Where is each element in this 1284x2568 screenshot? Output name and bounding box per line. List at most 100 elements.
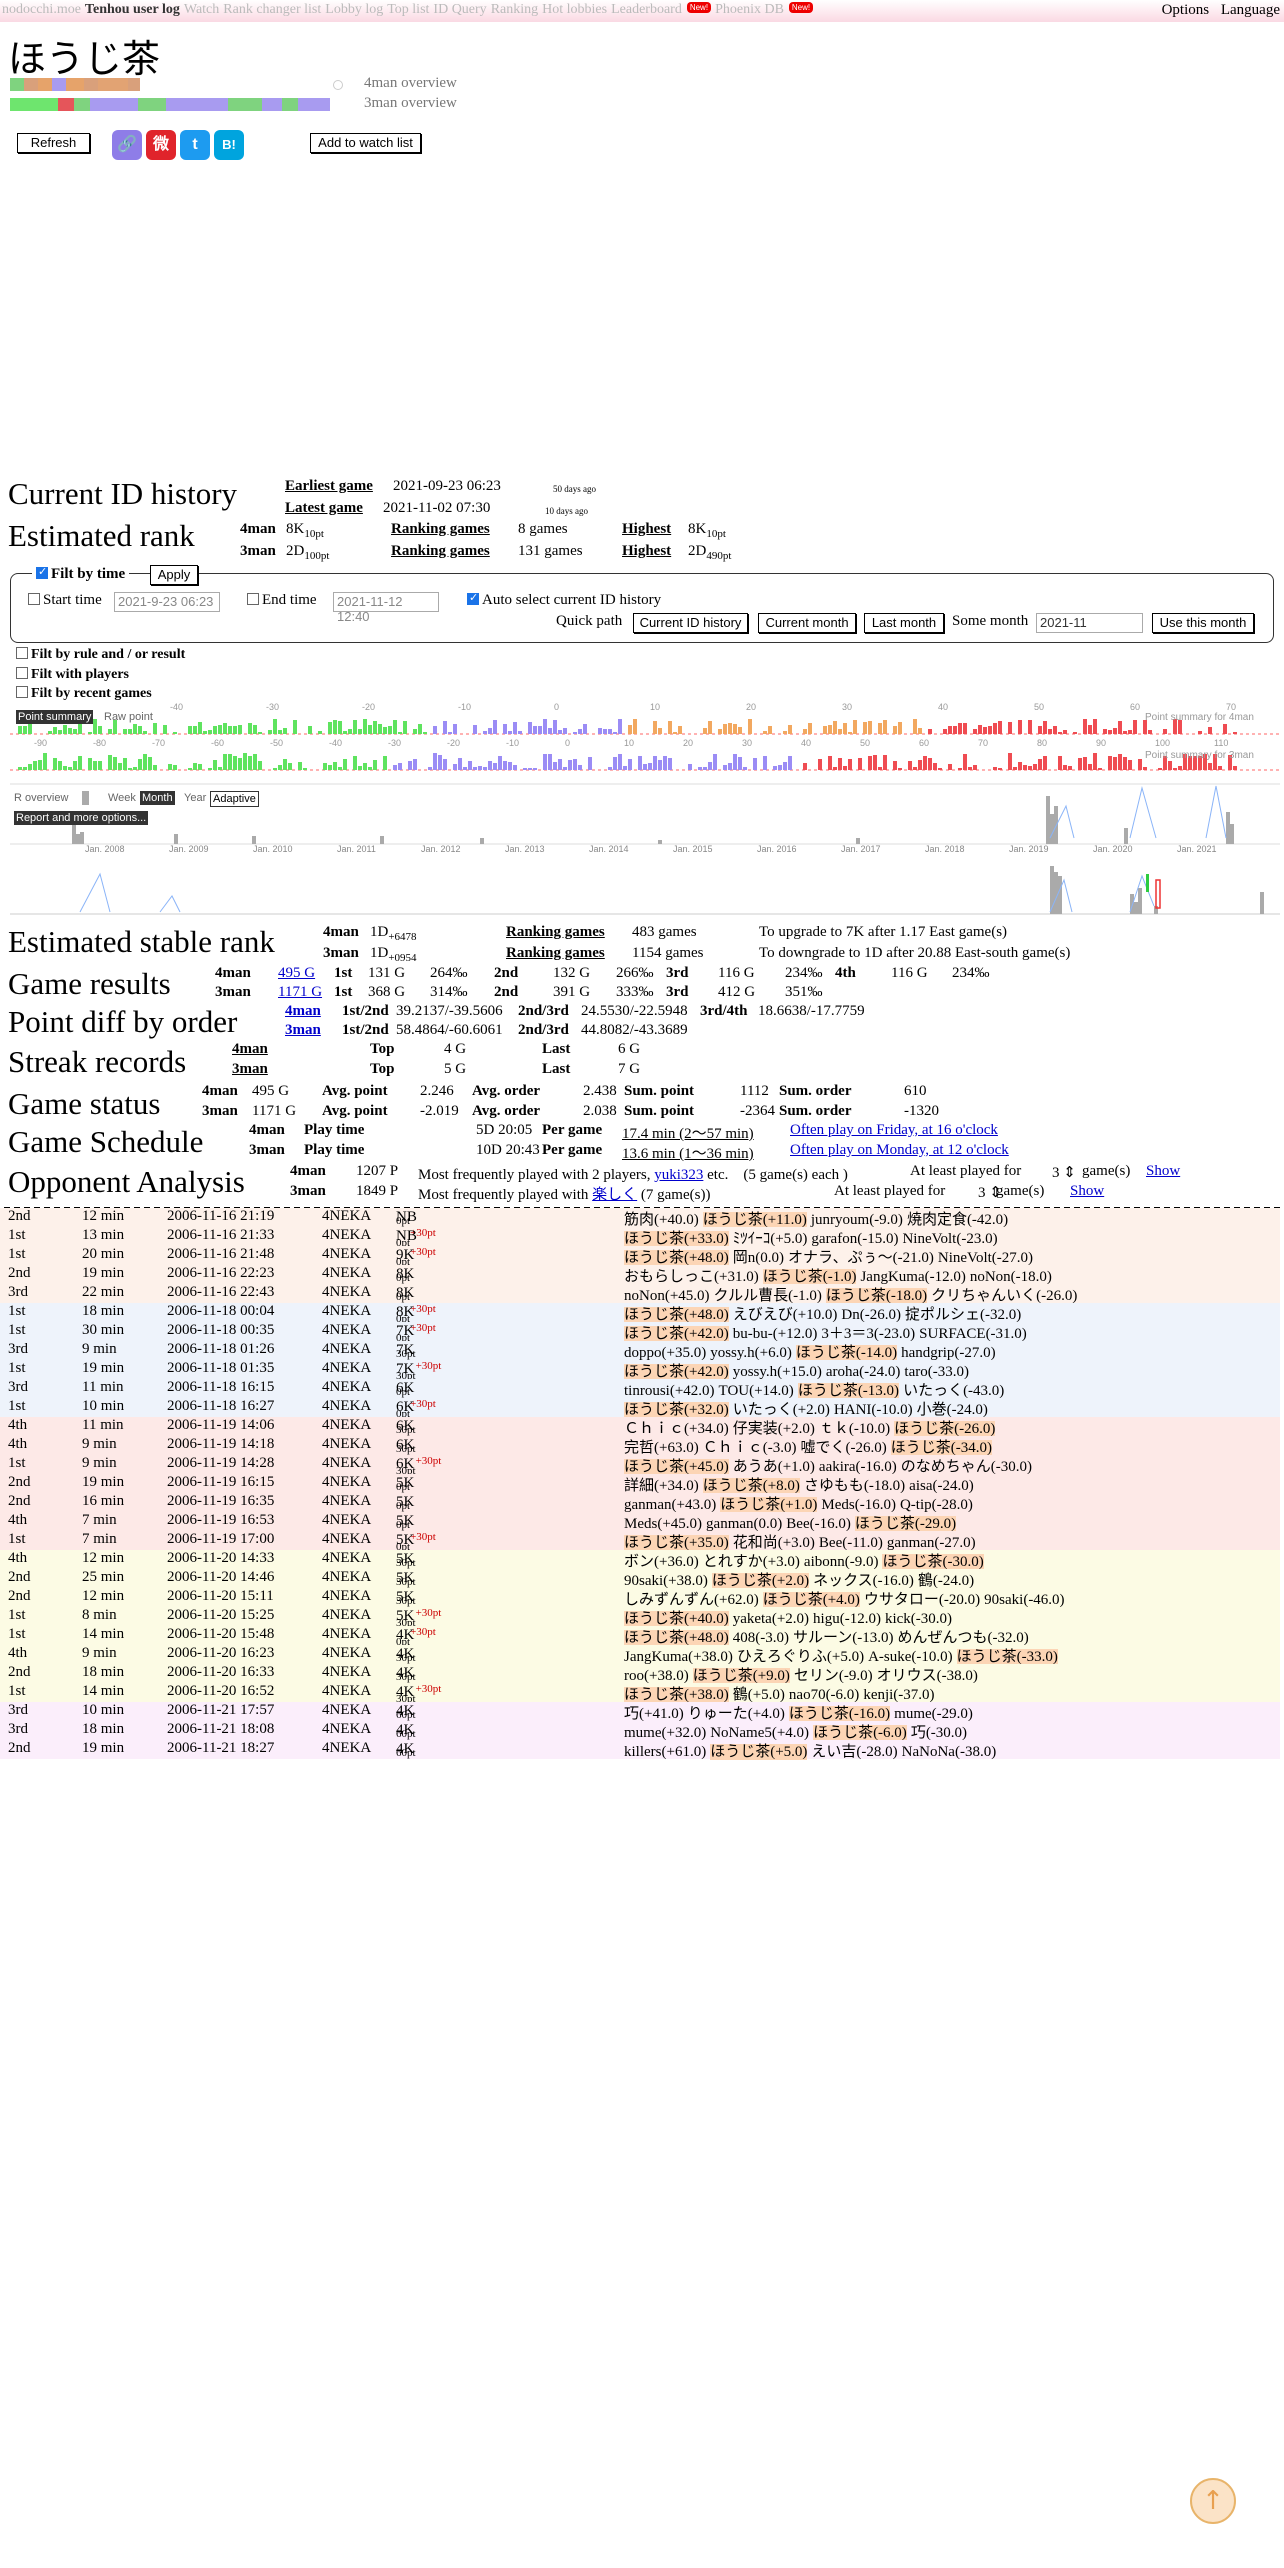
player-result[interactable]: めんぜんつも(-32.0) <box>897 1630 1029 1646</box>
earliest-game-label[interactable]: Earliest game <box>285 478 373 494</box>
player-result[interactable]: 90saki(-46.0) <box>984 1592 1065 1608</box>
player-result[interactable]: noNon(-18.0) <box>969 1269 1052 1285</box>
player-result[interactable]: おもらしっこ(+31.0) <box>624 1269 759 1285</box>
player-result[interactable]: ほうじ茶(+40.0) <box>624 1611 729 1627</box>
link-share-icon[interactable]: 🔗 <box>112 130 142 160</box>
ranking-games-label[interactable]: Ranking games <box>506 945 605 961</box>
auto-select-checkbox[interactable] <box>467 591 479 605</box>
game-date[interactable]: 2006-11-18 00:04 <box>167 1303 275 1319</box>
player-result[interactable]: HANI(-10.0) <box>833 1402 913 1418</box>
schedule-pg-value[interactable]: 13.6 min (1～36 min) <box>622 1146 754 1162</box>
options-link[interactable]: Options <box>1161 2 1210 18</box>
player-result[interactable]: ひえろぐりふ(+5.0) <box>736 1649 865 1665</box>
player-result[interactable]: サルーン(-13.0) <box>792 1630 894 1646</box>
game-date[interactable]: 2006-11-16 22:43 <box>167 1284 275 1300</box>
player-result[interactable]: kick(-30.0) <box>884 1611 953 1627</box>
player-result[interactable]: aakira(-16.0) <box>818 1459 897 1475</box>
player-result[interactable]: ほうじ茶(-29.0) <box>854 1516 957 1532</box>
player-result[interactable]: ほうじ茶(-30.0) <box>882 1554 984 1570</box>
player-result[interactable]: 仔実装(+2.0) <box>732 1421 815 1437</box>
back-to-top-button[interactable]: ↑ <box>1190 2478 1236 2524</box>
latest-game-label[interactable]: Latest game <box>285 500 363 516</box>
nav-link-8[interactable]: Hot lobbies <box>542 2 608 17</box>
player-result[interactable]: 鶴(-24.0) <box>917 1573 975 1589</box>
overview-4man-label[interactable]: 4man overview <box>364 75 457 91</box>
pointdiff-mode[interactable]: 4man <box>285 1003 321 1019</box>
table-row[interactable]: 1st 14 min 2006-11-20 16:52 4NEKA 4K 30pt+30p… <box>0 1683 1280 1705</box>
player-result[interactable]: ほうじ茶(+33.0) <box>624 1231 729 1247</box>
nav-link-4[interactable]: Lobby log <box>325 2 384 17</box>
table-row[interactable]: 4th 7 min 2006-11-19 16:53 4NEKA 5K 0pt Meds(+… <box>0 1512 1280 1532</box>
game-date[interactable]: 2006-11-19 16:15 <box>167 1474 275 1490</box>
player-result[interactable]: NineVolt(-27.0) <box>937 1250 1034 1266</box>
game-date[interactable]: 2006-11-20 16:52 <box>167 1683 275 1699</box>
player-result[interactable]: ほうじ茶(+48.0) <box>624 1630 729 1646</box>
nav-link-0[interactable]: nodocchi.moe <box>2 2 81 17</box>
player-result[interactable]: Ｃｈｉｃ(+34.0) <box>624 1421 729 1437</box>
year-tab[interactable]: Year <box>184 792 207 804</box>
table-row[interactable]: 2nd 18 min 2006-11-20 16:33 4NEKA 4K 30pt roo(… <box>0 1664 1280 1684</box>
player-result[interactable]: higu(-12.0) <box>813 1611 881 1627</box>
player-result[interactable]: ほうじ茶(+45.0) <box>624 1459 729 1475</box>
game-date[interactable]: 2006-11-20 15:11 <box>167 1588 274 1604</box>
start-time-toggle[interactable]: Start time <box>28 592 102 609</box>
start-time-input[interactable]: 2021-9-23 06:23 <box>114 592 220 612</box>
player-result[interactable]: とれすか(+3.0) <box>702 1554 800 1570</box>
player-result[interactable]: ほうじ茶(+38.0) <box>624 1687 729 1703</box>
apply-button[interactable]: Apply <box>150 565 198 585</box>
player-result[interactable]: Ｃｈｉｃ(-3.0) <box>702 1440 797 1456</box>
player-result[interactable]: 筋肉(+40.0) <box>624 1212 699 1228</box>
player-result[interactable]: handgrip(-27.0) <box>901 1345 996 1361</box>
player-result[interactable]: noNon(+45.0) <box>624 1288 710 1304</box>
player-result[interactable]: aibonn(-9.0) <box>803 1554 879 1570</box>
table-row[interactable]: 2nd 16 min 2006-11-19 16:35 4NEKA 5K 0pt ganma… <box>0 1493 1280 1513</box>
overview-bar-4man[interactable] <box>10 78 140 91</box>
player-result[interactable]: ほうじ茶(+9.0) <box>692 1668 790 1684</box>
player-result[interactable]: yossy.h(+6.0) <box>710 1345 792 1361</box>
player-result[interactable]: doppo(+35.0) <box>624 1345 707 1361</box>
table-row[interactable]: 1st 9 min 2006-11-19 14:28 4NEKA 6K 30pt+30pt… <box>0 1455 1280 1477</box>
nav-link-9[interactable]: Leaderboard <box>611 2 682 17</box>
point-summary-chart[interactable]: -40 -30 -20 -10 0 10 20 30 40 50 60 70 -90 -80 -70 -60 -… <box>10 700 1280 772</box>
player-result[interactable]: ganman(+43.0) <box>624 1497 717 1513</box>
game-date[interactable]: 2006-11-18 01:35 <box>167 1360 275 1376</box>
player-result[interactable]: セリン(-9.0) <box>793 1668 873 1684</box>
player-result[interactable]: ほうじ茶(-14.0) <box>795 1345 898 1361</box>
ranking-games-label[interactable]: Ranking games <box>391 521 490 537</box>
player-result[interactable]: ほうじ茶(-18.0) <box>825 1288 928 1304</box>
least-count[interactable]: 3 ⇕ <box>978 1185 1002 1201</box>
nav-link-10[interactable]: Phoenix DB <box>715 2 784 17</box>
player-result[interactable]: 鶴(+5.0) <box>732 1687 785 1703</box>
player-result[interactable]: クルル曹長(-1.0) <box>713 1288 822 1304</box>
player-result[interactable]: ほうじ茶(+1.0) <box>720 1497 818 1513</box>
player-result[interactable]: 3＋3＝3(-23.0) <box>821 1326 916 1342</box>
highest-label[interactable]: Highest <box>622 543 672 559</box>
least-count[interactable]: 3 ⇕ <box>1052 1165 1076 1181</box>
player-result[interactable]: ほうじ茶(+4.0) <box>762 1592 860 1608</box>
language-link[interactable]: Language <box>1220 2 1280 18</box>
player-result[interactable]: ほうじ茶(+48.0) <box>624 1250 729 1266</box>
game-date[interactable]: 2006-11-16 22:23 <box>167 1265 275 1281</box>
report-button[interactable]: Report and more options... <box>14 811 149 825</box>
ranking-games-label[interactable]: Ranking games <box>506 924 605 940</box>
table-row[interactable]: 1st 30 min 2006-11-18 00:35 4NEKA 7K 0pt+30pt… <box>0 1322 1280 1344</box>
player-result[interactable]: クリちゃんいく(-26.0) <box>931 1288 1078 1304</box>
player-result[interactable]: あうあ(+1.0) <box>732 1459 815 1475</box>
game-date[interactable]: 2006-11-20 16:33 <box>167 1664 275 1680</box>
pointdiff-mode[interactable]: 3man <box>285 1022 321 1038</box>
filter-by-time-checkbox[interactable] <box>36 565 48 579</box>
player-result[interactable]: ganman(-27.0) <box>886 1535 976 1551</box>
player-result[interactable]: Meds(-16.0) <box>821 1497 896 1513</box>
player-result[interactable]: ネックス(-16.0) <box>813 1573 914 1589</box>
player-result[interactable]: ほうじ茶(+11.0) <box>702 1212 807 1228</box>
table-row[interactable]: 2nd 19 min 2006-11-21 18:27 4NEKA 4K 60pt kill… <box>0 1740 1280 1760</box>
player-result[interactable]: ほうじ茶(+5.0) <box>710 1744 808 1760</box>
add-to-watch-list-button[interactable]: Add to watch list <box>310 133 421 153</box>
player-result[interactable]: えい吉(-28.0) <box>811 1744 898 1760</box>
player-result[interactable]: 嘘でく(-26.0) <box>800 1440 887 1456</box>
game-date[interactable]: 2006-11-18 16:15 <box>167 1379 275 1395</box>
overview-bar-3man[interactable] <box>10 98 330 111</box>
player-result[interactable]: ﾐﾂｲｰｺ(+5.0) <box>732 1231 808 1247</box>
game-date[interactable]: 2006-11-20 14:46 <box>167 1569 275 1585</box>
table-row[interactable]: 4th 9 min 2006-11-19 14:18 4NEKA 6K 30pt 完哲(+6… <box>0 1436 1280 1456</box>
